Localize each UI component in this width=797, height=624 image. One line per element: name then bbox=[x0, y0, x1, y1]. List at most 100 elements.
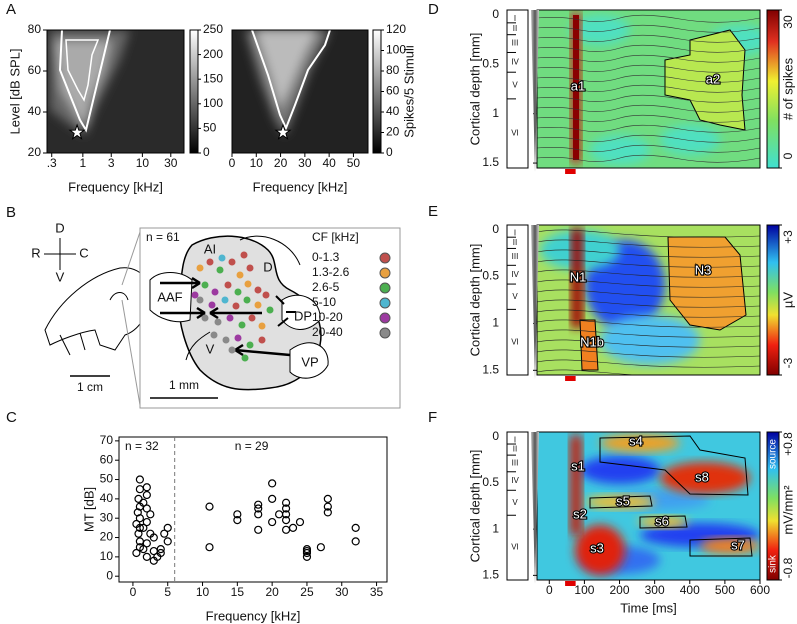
heat-region bbox=[55, 40, 112, 128]
point bbox=[268, 479, 277, 488]
point bbox=[351, 537, 360, 546]
y-tick-label: 40 bbox=[100, 491, 114, 505]
layer-label: V bbox=[512, 81, 518, 90]
colorbar-tick-label: +3 bbox=[781, 230, 795, 244]
point bbox=[134, 494, 143, 503]
y-tick-label: 0 bbox=[492, 429, 499, 443]
y-tick-label: 40 bbox=[28, 104, 42, 118]
panel-b: D R C V 1 cm 1 mm n = 61 AI D AAF DP V V… bbox=[31, 220, 401, 409]
y-tick-label: 1.5 bbox=[482, 362, 499, 376]
x-tick-label: 500 bbox=[715, 583, 735, 597]
point bbox=[142, 483, 151, 492]
point bbox=[288, 523, 298, 532]
arrow bbox=[160, 276, 201, 290]
contour bbox=[65, 39, 100, 102]
point bbox=[135, 485, 144, 494]
point bbox=[142, 490, 151, 500]
stimulus bbox=[565, 376, 576, 381]
annotation: n = 29 bbox=[235, 439, 269, 453]
x-tick-label: 15 bbox=[231, 585, 245, 599]
colorbar-tick-label: -0.8 bbox=[781, 557, 795, 578]
trace bbox=[537, 24, 760, 33]
point bbox=[156, 548, 165, 558]
point bbox=[142, 517, 151, 527]
layer-label: II bbox=[513, 445, 517, 454]
skull-detail bbox=[59, 292, 129, 356]
point bbox=[135, 514, 144, 523]
layer-column bbox=[506, 9, 529, 169]
site-dot bbox=[244, 280, 252, 288]
layer-label: III bbox=[512, 39, 519, 48]
point bbox=[351, 523, 360, 532]
site-dot bbox=[206, 258, 214, 266]
site-dot bbox=[246, 264, 254, 272]
panel-label: D bbox=[428, 1, 439, 18]
legend-marker bbox=[379, 282, 391, 294]
contour bbox=[537, 319, 760, 328]
point bbox=[233, 516, 242, 525]
colorbar-tick-label: 80 bbox=[386, 63, 400, 77]
trace bbox=[537, 114, 760, 123]
site-dot bbox=[226, 314, 234, 322]
annotation: s7 bbox=[731, 537, 745, 552]
contour bbox=[537, 269, 760, 278]
site-dot bbox=[262, 291, 270, 299]
colorbar bbox=[766, 9, 780, 169]
annotation: N1 bbox=[570, 269, 587, 284]
point bbox=[254, 504, 263, 513]
area-label: AI bbox=[204, 241, 216, 256]
point bbox=[316, 543, 325, 552]
heat-region bbox=[570, 15, 630, 45]
colorbar-tick-label: 120 bbox=[386, 22, 406, 36]
layer-label: VI bbox=[511, 337, 519, 346]
y-tick-label: 1 bbox=[492, 106, 499, 120]
colorbar-tick-label: 0 bbox=[781, 152, 795, 159]
layer-label: I bbox=[514, 14, 516, 23]
x-tick-label: 600 bbox=[750, 583, 770, 597]
legend-marker bbox=[379, 327, 391, 339]
legend-marker bbox=[379, 252, 391, 264]
contour bbox=[537, 289, 760, 298]
y-tick-label: 20 bbox=[28, 145, 42, 159]
colorbar-tick-label: 40 bbox=[386, 104, 400, 118]
electrode bbox=[531, 225, 539, 379]
arrow bbox=[234, 343, 291, 357]
point bbox=[163, 537, 172, 546]
point bbox=[135, 475, 144, 484]
y-tick-label: 30 bbox=[100, 510, 114, 524]
point bbox=[132, 548, 141, 558]
trace bbox=[537, 14, 760, 23]
colorbar-tick-label: -3 bbox=[781, 357, 795, 368]
point bbox=[139, 498, 148, 507]
area-label: V bbox=[206, 341, 215, 356]
heat-region bbox=[580, 456, 660, 484]
y-tick-label: 50 bbox=[100, 472, 114, 486]
contour bbox=[251, 30, 331, 131]
colorbar-tick-label: 20 bbox=[386, 125, 400, 139]
heat-region bbox=[571, 228, 583, 328]
site-dot bbox=[214, 318, 222, 326]
x-tick-label: 30 bbox=[164, 156, 178, 170]
x-tick-label: 0 bbox=[546, 583, 553, 597]
heat-region bbox=[660, 462, 750, 494]
heat-region bbox=[570, 435, 582, 535]
site-dot bbox=[234, 288, 242, 296]
y-tick-label: 0.5 bbox=[482, 475, 499, 489]
layer-column bbox=[506, 431, 529, 581]
contour bbox=[537, 279, 760, 288]
x-tick-label: 0 bbox=[229, 156, 236, 170]
x-tick-label: 1 bbox=[80, 156, 87, 170]
y-tick-label: 70 bbox=[100, 433, 114, 447]
site-dot bbox=[224, 281, 232, 289]
arrow bbox=[160, 306, 206, 320]
contour bbox=[589, 435, 753, 557]
x-tick-label: 35 bbox=[370, 585, 384, 599]
point bbox=[142, 539, 151, 548]
x-axis-label: Frequency [kHz] bbox=[253, 179, 348, 194]
annotation: s6 bbox=[655, 513, 669, 528]
contour bbox=[537, 339, 760, 348]
y-tick-label: 0 bbox=[492, 222, 499, 236]
point bbox=[281, 504, 291, 513]
point bbox=[142, 552, 151, 561]
colorbar bbox=[189, 29, 199, 154]
